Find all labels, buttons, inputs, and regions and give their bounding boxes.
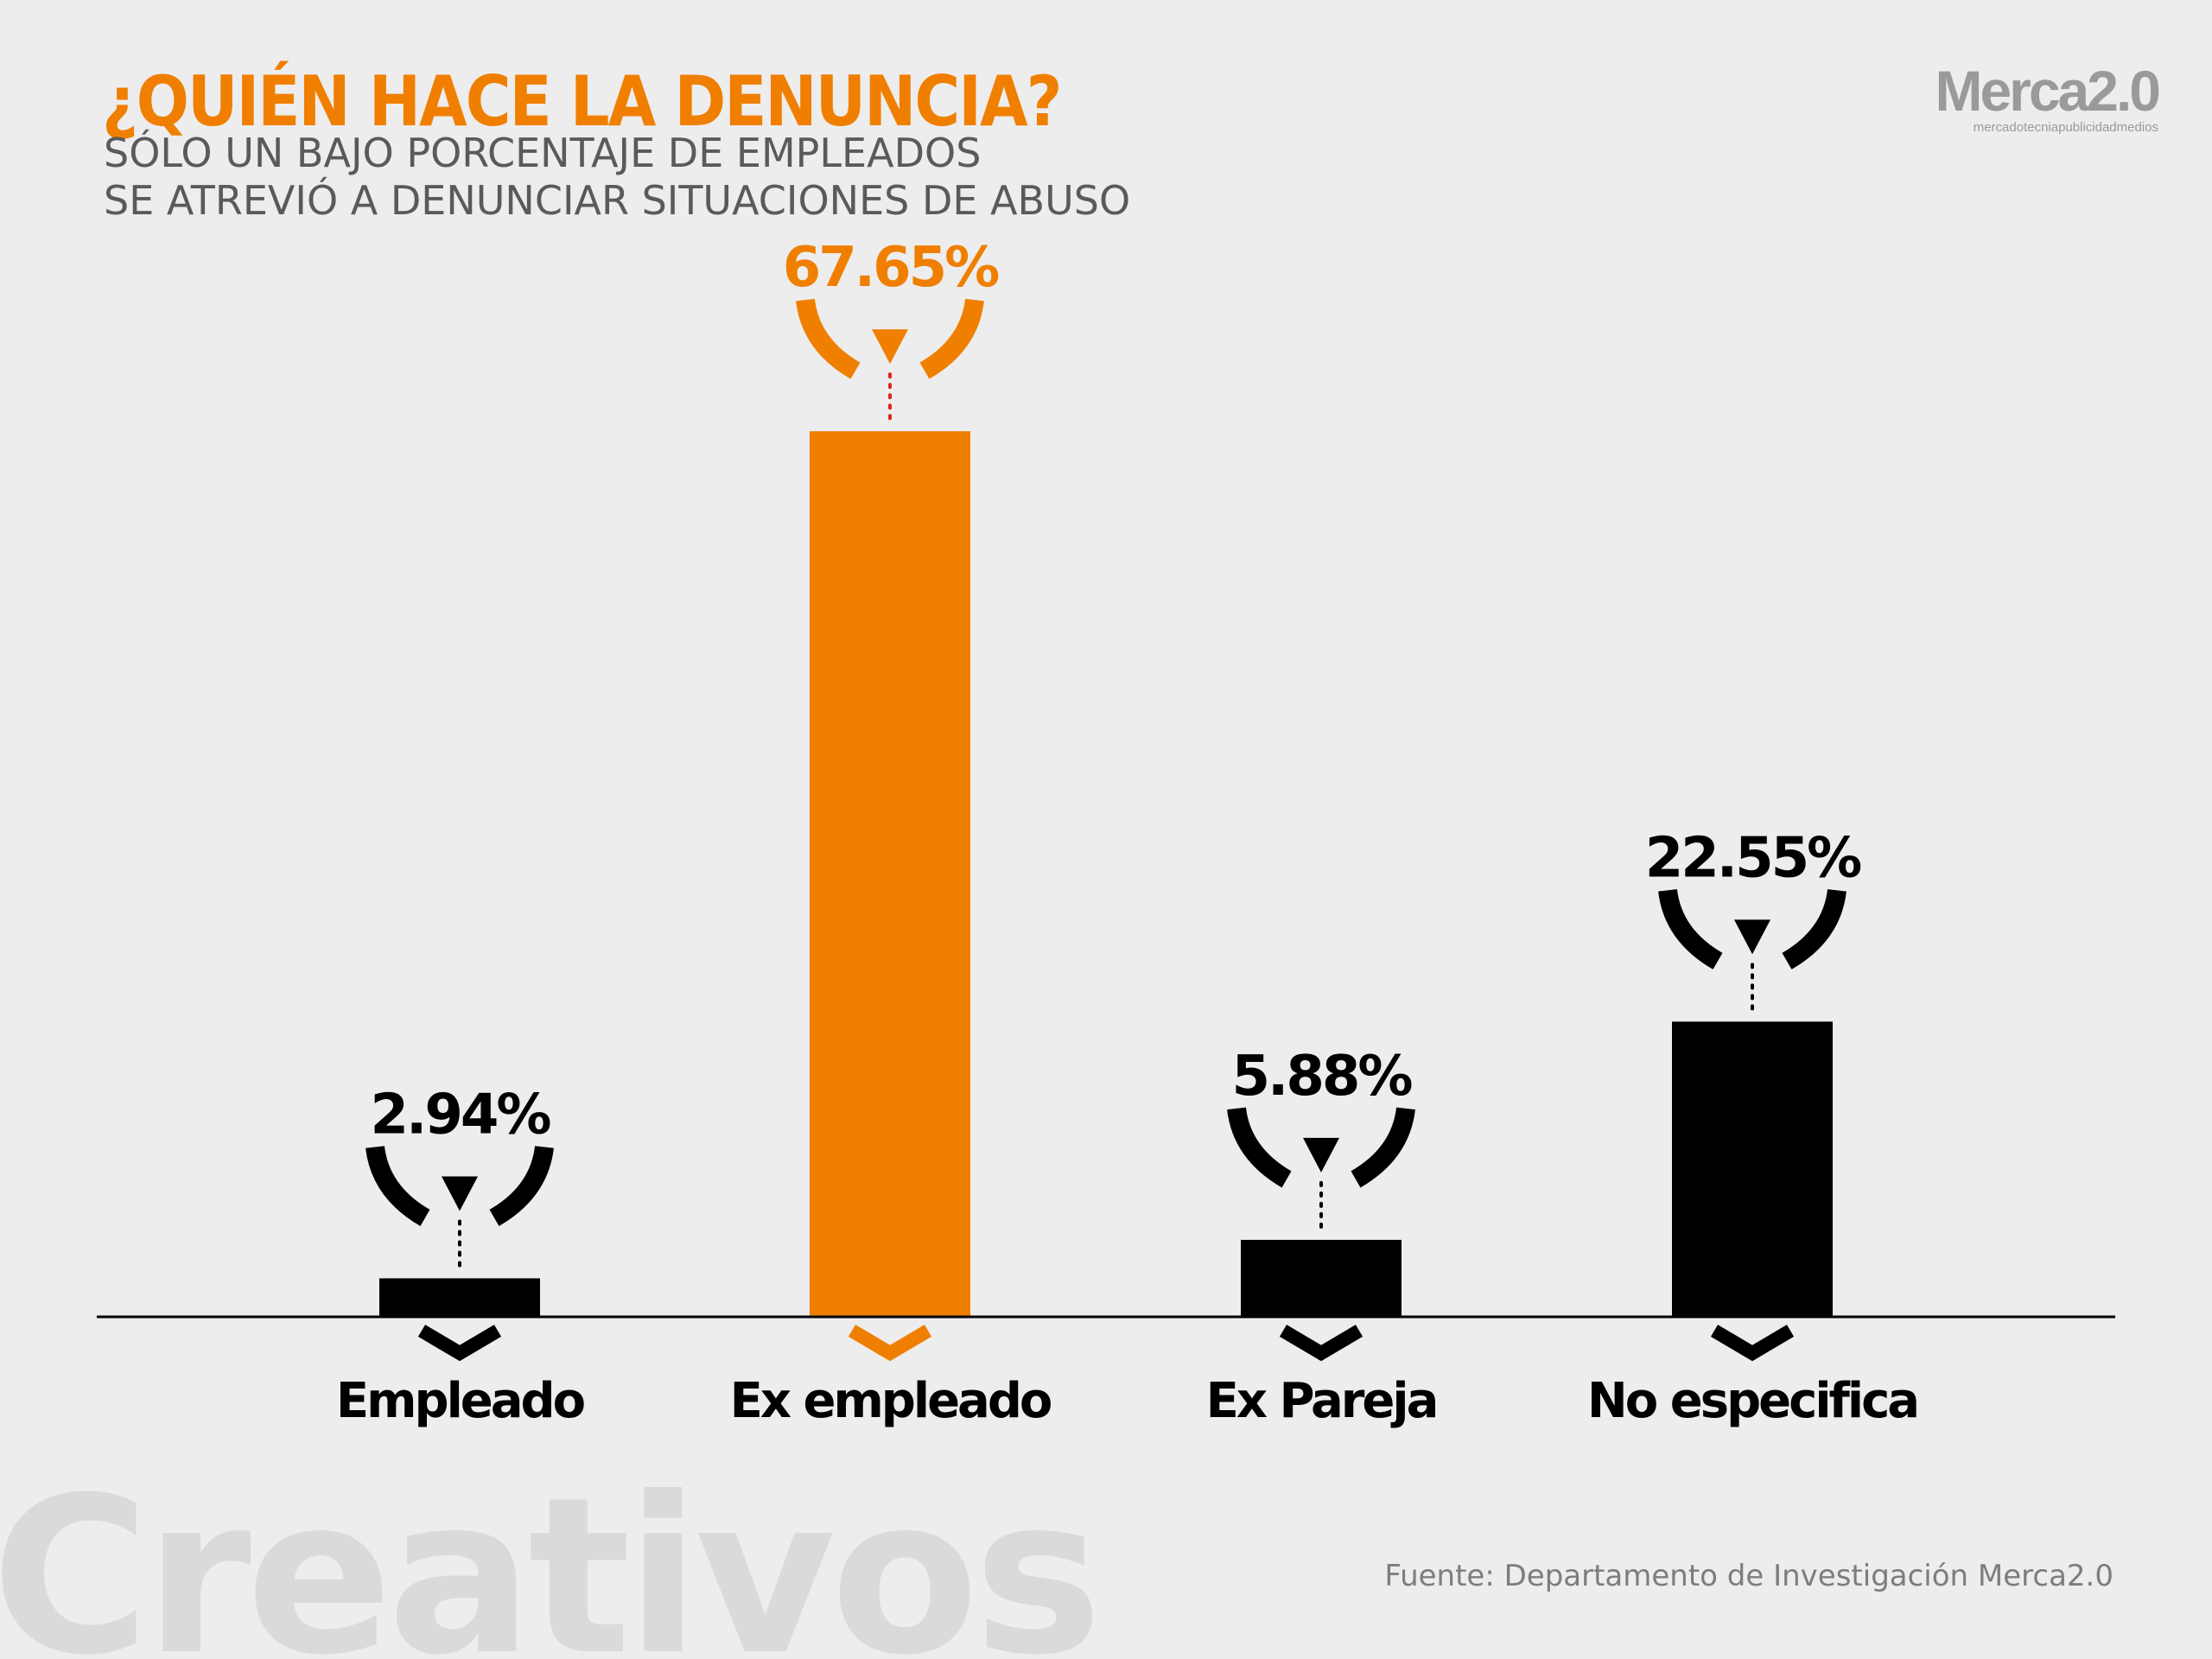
- bracket-left: [1227, 1107, 1292, 1188]
- category-chevron: [1279, 1325, 1363, 1362]
- bracket-right: [919, 298, 984, 379]
- bracket-left: [796, 298, 861, 379]
- category-label: Ex Pareja: [1206, 1373, 1437, 1429]
- bracket-right: [1351, 1107, 1415, 1188]
- category-label: No especifica: [1587, 1373, 1917, 1429]
- category-label: Empleado: [336, 1373, 585, 1429]
- value-label: 67.65%: [783, 236, 999, 300]
- bar-group: 22.55% No especifica: [1587, 826, 1920, 1429]
- value-label: 2.94%: [370, 1083, 550, 1147]
- bar-group: 2.94% Empleado: [336, 1083, 588, 1429]
- source-note: Fuente: Departamento de Investigación Me…: [1384, 1559, 2113, 1593]
- page-title: ¿QUIÉN HACE LA DENUNCIA?: [102, 60, 1063, 143]
- subtitle-line-1: SÓLO UN BAJO PORCENTAJE DE EMPLEADOS: [104, 130, 982, 176]
- bar: [1672, 1021, 1833, 1317]
- subtitle-line-2: SE ATREVIÓ A DENUNCIAR SITUACIONES DE AB…: [104, 177, 1131, 224]
- bar: [379, 1278, 540, 1317]
- bar-group: 5.88% Ex Pareja: [1206, 1045, 1440, 1429]
- bar: [810, 431, 970, 1317]
- bracket-left: [365, 1145, 430, 1226]
- brand-logo: Merca2.0 mercadotecniapublicidadmedios: [1935, 59, 2161, 135]
- bar-group: 67.65% Ex empleado: [730, 236, 1054, 1429]
- category-chevron: [417, 1325, 502, 1362]
- bracket-right: [489, 1145, 554, 1226]
- pointer-triangle: [872, 329, 908, 365]
- bracket-left: [1658, 888, 1723, 969]
- bracket-right: [1782, 888, 1847, 969]
- value-label: 22.55%: [1645, 826, 1861, 890]
- pointer-triangle: [1734, 919, 1770, 955]
- pointer-triangle: [1303, 1137, 1339, 1173]
- category-label: Ex empleado: [730, 1373, 1052, 1429]
- bar: [1241, 1239, 1402, 1317]
- logo-name: Merca2.0: [1935, 59, 2161, 123]
- watermark-text: Creativos: [0, 1451, 1103, 1659]
- value-label: 5.88%: [1231, 1045, 1412, 1109]
- logo-tagline: mercadotecniapublicidadmedios: [1973, 120, 2158, 135]
- pointer-triangle: [442, 1176, 478, 1211]
- category-chevron: [1710, 1325, 1795, 1362]
- bars-group: 2.94% Empleado 67.65% Ex empleado 5.88% Ex Pa…: [336, 236, 1920, 1429]
- category-chevron: [848, 1325, 932, 1362]
